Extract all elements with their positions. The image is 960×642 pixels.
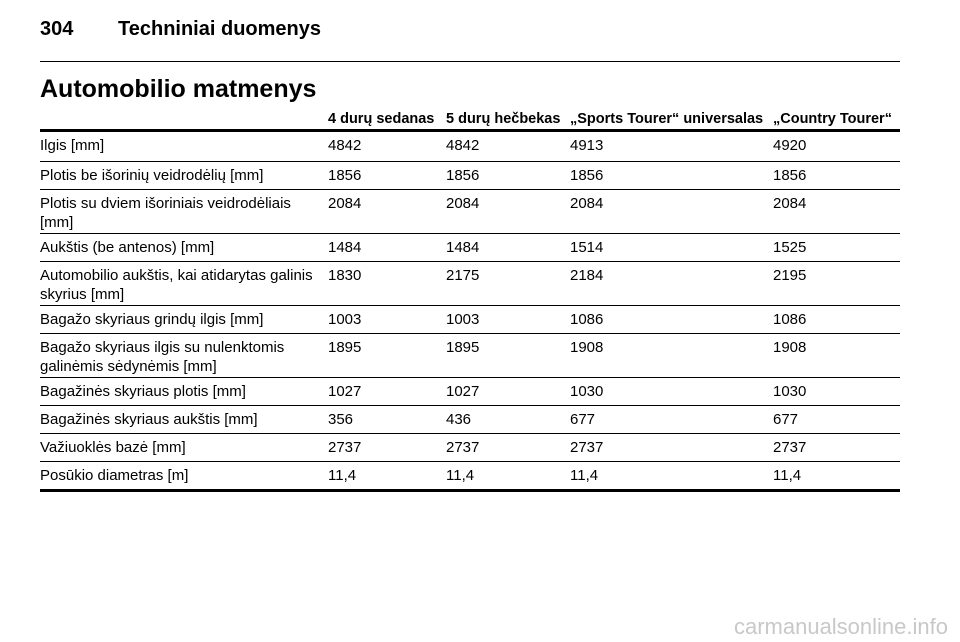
column-header: „Country Tourer“: [773, 111, 892, 127]
row-rule: [40, 333, 900, 334]
cell-value: 1908: [570, 339, 604, 356]
row-rule: [40, 189, 900, 190]
cell-value: 677: [773, 411, 799, 428]
row-label: Važiuoklės bazė [mm]: [40, 439, 186, 456]
row-label: Bagažo skyriaus ilgis su nulenktomis gal…: [40, 339, 285, 375]
cell-value: 2737: [328, 439, 362, 456]
row-label: Plotis be išorinių veidrodėlių [mm]: [40, 167, 264, 184]
cell-value: 1484: [328, 239, 362, 256]
row-rule: [40, 461, 900, 462]
cell-value: 677: [570, 411, 596, 428]
cell-value: 2084: [570, 195, 604, 212]
cell-value: 2184: [570, 267, 604, 284]
cell-value: 2195: [773, 267, 807, 284]
cell-value: 11,4: [570, 467, 599, 484]
row-rule: [40, 377, 900, 378]
cell-value: 11,4: [328, 467, 357, 484]
row-rule: [40, 161, 900, 162]
cell-value: 1830: [328, 267, 362, 284]
cell-value: 4913: [570, 137, 604, 154]
cell-value: 4842: [446, 137, 480, 154]
cell-value: 1030: [773, 383, 807, 400]
cell-value: 11,4: [446, 467, 475, 484]
cell-value: 2084: [773, 195, 807, 212]
watermark: carmanualsonline.info: [733, 614, 948, 639]
row-rule: [40, 489, 900, 492]
cell-value: 11,4: [773, 467, 802, 484]
row-label: Ilgis [mm]: [40, 137, 105, 154]
cell-value: 2084: [446, 195, 480, 212]
cell-value: 1003: [446, 311, 480, 328]
header-rule: [40, 61, 900, 62]
row-label: Automobilio aukštis, kai atidarytas gali…: [40, 267, 313, 303]
cell-value: 356: [328, 411, 354, 428]
cell-value: 2084: [328, 195, 362, 212]
cell-value: 1856: [773, 167, 807, 184]
column-header: „Sports Tourer“ universalas: [570, 111, 764, 127]
row-rule: [40, 433, 900, 434]
cell-value: 1003: [328, 311, 362, 328]
cell-value: 1856: [328, 167, 362, 184]
row-label: Bagažinės skyriaus aukštis [mm]: [40, 411, 258, 428]
cell-value: 1027: [328, 383, 362, 400]
cell-value: 2737: [773, 439, 807, 456]
row-rule: [40, 233, 900, 234]
cell-value: 1856: [570, 167, 604, 184]
cell-value: 1856: [446, 167, 480, 184]
cell-value: 1086: [773, 311, 807, 328]
cell-value: 2737: [570, 439, 604, 456]
title: Automobilio matmenys: [40, 75, 317, 103]
cell-value: 1895: [328, 339, 362, 356]
page-number: 304: [40, 18, 74, 40]
row-label: Plotis su dviem išoriniais veidrodėliais…: [40, 195, 291, 231]
column-header: 4 durų sedanas: [328, 111, 435, 127]
row-rule: [40, 405, 900, 406]
header-rule-thick: [40, 129, 900, 132]
cell-value: 2737: [446, 439, 480, 456]
row-rule: [40, 305, 900, 306]
cell-value: 1895: [446, 339, 480, 356]
cell-value: 2175: [446, 267, 480, 284]
cell-value: 436: [446, 411, 472, 428]
cell-value: 1086: [570, 311, 604, 328]
cell-value: 1030: [570, 383, 604, 400]
row-rule: [40, 261, 900, 262]
cell-value: 1484: [446, 239, 480, 256]
cell-value: 4842: [328, 137, 362, 154]
cell-value: 4920: [773, 137, 807, 154]
column-header: 5 durų hečbekas: [446, 111, 561, 127]
cell-value: 1027: [446, 383, 480, 400]
section-title: Techniniai duomenys: [118, 18, 321, 40]
row-label: Bagažinės skyriaus plotis [mm]: [40, 383, 246, 400]
cell-value: 1908: [773, 339, 807, 356]
row-label: Aukštis (be antenos) [mm]: [40, 239, 215, 256]
cell-value: 1514: [570, 239, 604, 256]
row-label: Bagažo skyriaus grindų ilgis [mm]: [40, 311, 264, 328]
row-label: Posūkio diametras [m]: [40, 467, 189, 484]
cell-value: 1525: [773, 239, 807, 256]
